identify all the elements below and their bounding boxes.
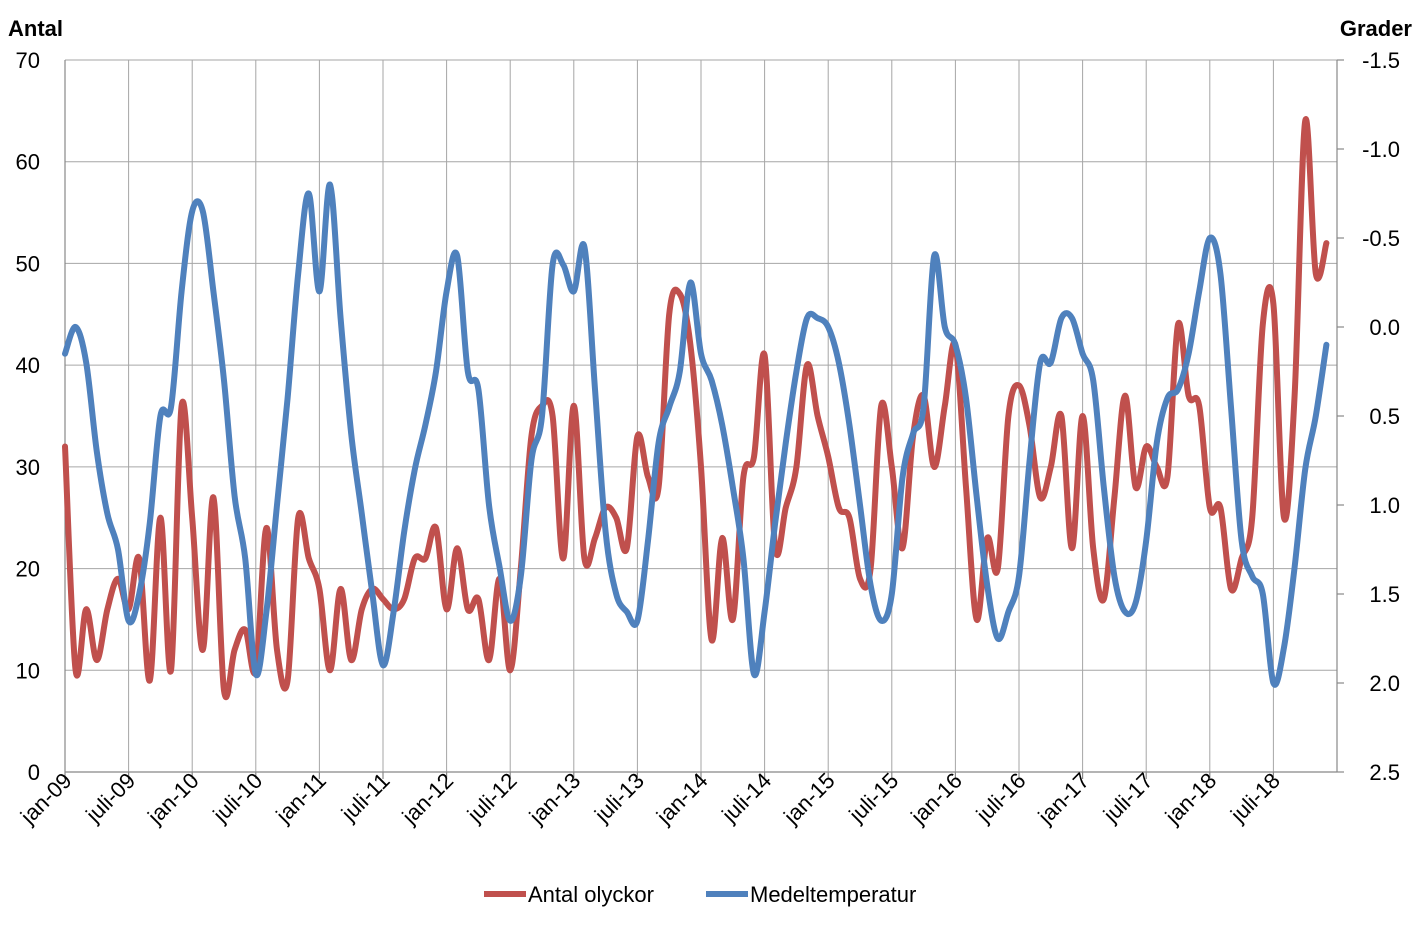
y-left-axis-title: Antal xyxy=(8,16,63,41)
y-right-tick-label: -0.5 xyxy=(1362,226,1400,251)
x-tick-label: juli-15 xyxy=(843,768,903,828)
y-right-tick-label: 1.5 xyxy=(1369,582,1400,607)
grid-lines xyxy=(64,59,1337,772)
x-tick-label: jan-17 xyxy=(1033,768,1095,830)
x-tick-label: juli-10 xyxy=(207,768,267,828)
tick-labels: 0 10 20 30 40 50 60 70 -1.5 -1.0 -0.5 0.0 0.5 1.0 1.5 2… xyxy=(15,48,1400,829)
y-left-tick-label: 60 xyxy=(16,150,40,175)
y-right-tick-label: 1.0 xyxy=(1369,493,1400,518)
x-tick-label: juli-13 xyxy=(589,768,649,828)
y-left-tick-label: 70 xyxy=(16,48,40,73)
x-tick-label: jan-15 xyxy=(778,768,840,830)
y-left-tick-label: 0 xyxy=(28,760,40,785)
x-tick-label: juli-14 xyxy=(716,768,776,828)
legend-label-antal-olyckor: Antal olyckor xyxy=(528,882,654,907)
x-tick-label: juli-09 xyxy=(80,768,140,828)
y-right-tick-label: 0.5 xyxy=(1369,404,1400,429)
x-tick-label: jan-14 xyxy=(651,768,713,830)
y-left-tick-label: 30 xyxy=(16,455,40,480)
series-line-antal-olyckor xyxy=(62,116,1330,701)
x-tick-label: juli-12 xyxy=(462,768,522,828)
y-left-tick-label: 40 xyxy=(16,353,40,378)
y-right-axis-title: Grader xyxy=(1340,16,1413,41)
y-left-tick-label: 50 xyxy=(16,251,40,276)
y-right-tick-label: -1.0 xyxy=(1362,137,1400,162)
y-right-tick-label: -1.5 xyxy=(1362,48,1400,73)
x-tick-label: juli-11 xyxy=(336,768,395,827)
x-tick-label: jan-10 xyxy=(142,768,204,830)
axes xyxy=(64,59,1344,779)
series-lines xyxy=(62,116,1330,701)
x-tick-label: juli-17 xyxy=(1098,768,1158,828)
x-tick-label: jan-18 xyxy=(1160,768,1222,830)
x-tick-label: juli-18 xyxy=(1225,768,1285,828)
y-left-tick-label: 20 xyxy=(16,557,40,582)
x-tick-label: jan-09 xyxy=(15,768,77,830)
y-right-tick-label: 2.5 xyxy=(1369,760,1400,785)
y-left-tick-label: 10 xyxy=(16,658,40,683)
legend-label-medeltemperatur: Medeltemperatur xyxy=(750,882,916,907)
x-tick-label: jan-12 xyxy=(397,768,459,830)
x-tick-label: jan-11 xyxy=(270,768,330,828)
x-tick-label: jan-16 xyxy=(905,768,967,830)
x-tick-label: jan-13 xyxy=(524,768,586,830)
legend: Antal olyckor Medeltemperatur xyxy=(484,882,916,907)
y-right-tick-label: 0.0 xyxy=(1369,315,1400,340)
x-tick-label: juli-16 xyxy=(971,768,1031,828)
y-right-tick-label: 2.0 xyxy=(1369,671,1400,696)
series-line-medeltemperatur xyxy=(62,181,1330,688)
